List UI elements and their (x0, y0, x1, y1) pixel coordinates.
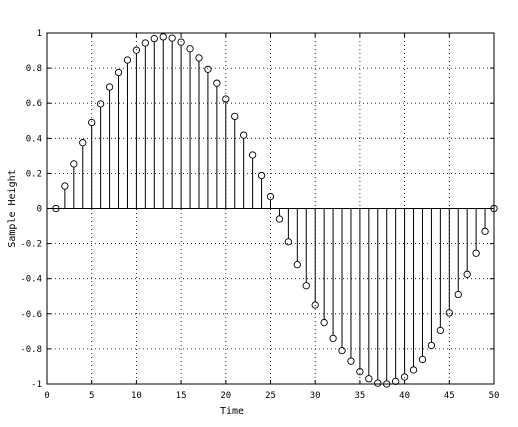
stem-marker (365, 375, 373, 383)
stem-marker (445, 309, 453, 317)
y-tick-label: 0.4 (26, 134, 42, 144)
stem-marker (159, 33, 167, 41)
stem-marker (463, 270, 471, 278)
y-tick-label: -0.6 (20, 310, 42, 320)
stem-marker (70, 160, 78, 168)
x-tick-label: 45 (444, 391, 455, 401)
stem-marker (240, 131, 248, 139)
stem-marker (114, 68, 123, 77)
x-tick-label: 15 (176, 391, 187, 401)
stem-marker (222, 95, 230, 103)
stem-marker (338, 347, 346, 355)
x-tick-label: 5 (89, 391, 94, 401)
stem-marker (88, 118, 96, 127)
y-tick-label: -0.8 (20, 345, 42, 355)
x-tick-label: 25 (265, 391, 276, 401)
x-tick-label: 40 (399, 391, 410, 401)
stem-marker (472, 249, 480, 257)
y-axis-label: Sample Height (7, 169, 18, 247)
stem-marker (150, 34, 158, 43)
y-tick-label: 0.2 (26, 169, 42, 179)
stem-marker (356, 368, 364, 376)
stem-marker (231, 112, 239, 121)
stem-marker (248, 151, 257, 159)
stem-marker (347, 357, 355, 365)
y-tick-label: 0 (37, 205, 42, 215)
x-tick-label: 35 (354, 391, 365, 401)
stem-marker (418, 355, 427, 364)
y-tick-label: -0.2 (20, 240, 42, 250)
y-tick-label: 0.6 (26, 99, 42, 109)
stem-marker (96, 100, 105, 108)
stem-marker (177, 38, 185, 46)
stem-marker (400, 373, 409, 381)
stem-marker (275, 215, 284, 223)
x-tick-label: 50 (489, 391, 500, 401)
stem-marker (392, 377, 400, 386)
stem-marker (481, 227, 489, 235)
stem-marker (257, 171, 266, 180)
stem-marker (213, 79, 221, 87)
stem-marker (427, 341, 436, 350)
stem-marker (168, 34, 176, 42)
stem-marker (302, 282, 310, 290)
stem-marker (311, 301, 319, 309)
axis-ticks: 0 5 10 15 20 25 30 35 40 45 50 1 0.8 0.6 0.4 0.2 0 -0.2 -0… (20, 29, 499, 401)
stem-marker (374, 379, 382, 387)
stem-marker (195, 54, 203, 62)
stem-marker (284, 238, 293, 246)
stem-marker (266, 192, 275, 201)
stem-marker (204, 65, 212, 73)
stem-marker (61, 182, 69, 190)
stem-marker (79, 139, 87, 147)
stem-marker (293, 261, 301, 269)
stem-marker (123, 56, 132, 64)
data-series (47, 33, 498, 388)
stem-marker (186, 45, 194, 53)
y-tick-label: -1 (31, 380, 42, 390)
x-axis-label: Time (220, 406, 244, 417)
y-tick-label: -0.4 (20, 275, 42, 285)
x-tick-label: 0 (44, 391, 49, 401)
stem-marker (105, 83, 114, 91)
stem-marker (320, 318, 328, 327)
stem-marker (329, 334, 337, 343)
y-tick-label: 0.8 (26, 64, 42, 74)
x-tick-label: 20 (220, 391, 231, 401)
stem-marker (454, 290, 462, 299)
x-tick-label: 10 (131, 391, 142, 401)
stem-marker (436, 326, 445, 335)
stem-marker (141, 39, 149, 47)
stem-marker (409, 366, 418, 374)
stem-marker (132, 46, 141, 54)
x-tick-label: 30 (310, 391, 321, 401)
y-tick-label: 1 (37, 29, 42, 39)
